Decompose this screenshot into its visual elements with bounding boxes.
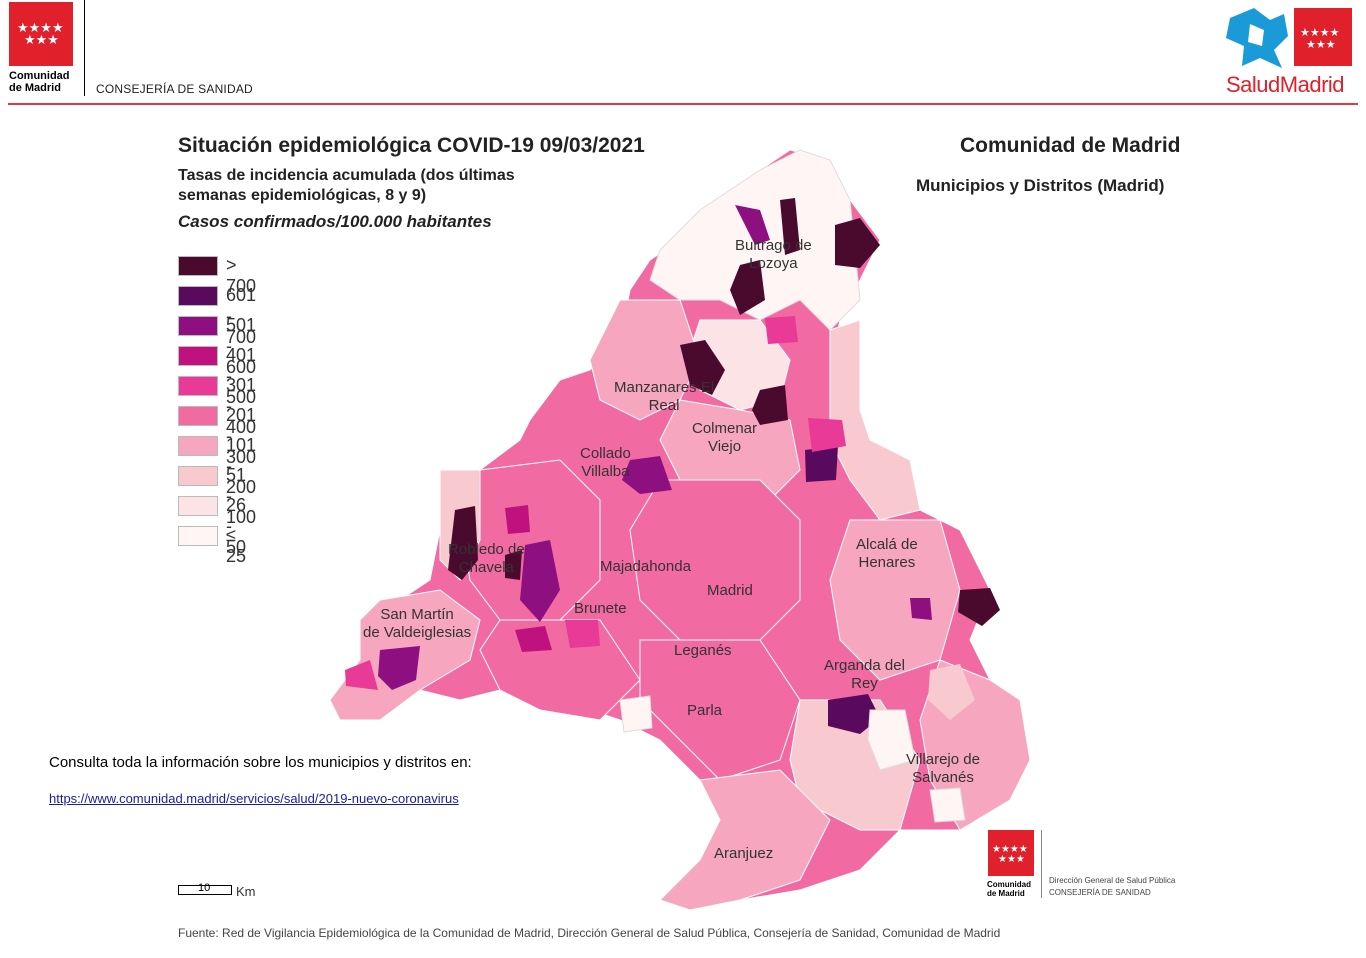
header-divider bbox=[84, 0, 85, 96]
legend-swatch bbox=[178, 406, 218, 426]
muni-purple bbox=[828, 694, 880, 734]
legend-swatch bbox=[178, 346, 218, 366]
place-label-majadahonda: Majadahonda bbox=[600, 558, 691, 575]
legend-swatch bbox=[178, 496, 218, 516]
svg-text:★★★★: ★★★★ bbox=[992, 844, 1028, 855]
department-label: CONSEJERÍA DE SANIDAD bbox=[96, 82, 253, 96]
muni-purple bbox=[805, 446, 838, 482]
muni-dark bbox=[958, 588, 1000, 626]
muni-violet bbox=[735, 205, 770, 245]
place-label-arganda: Arganda del Rey bbox=[824, 657, 905, 692]
legend-label: 201 - 300 bbox=[226, 405, 257, 467]
muni-white bbox=[619, 695, 653, 733]
legend-label: 101 - 200 bbox=[226, 435, 257, 497]
saludmadrid-emblem-icon: ★★★★ ★★★ bbox=[1226, 8, 1352, 68]
muni-pink bbox=[765, 316, 798, 344]
scale-unit: Km bbox=[236, 884, 256, 899]
footer-department: Dirección General de Salud Pública CONSE… bbox=[1049, 876, 1176, 897]
muni-dark bbox=[448, 506, 478, 580]
muni-light bbox=[928, 664, 975, 720]
legend-swatch bbox=[178, 466, 218, 486]
legend-label: 51 - 100 bbox=[226, 465, 257, 527]
legend-label: ≤ 25 bbox=[226, 525, 247, 566]
place-label-villarejo: Villarejo de Salvanés bbox=[906, 751, 980, 786]
source-note: Fuente: Red de Vigilancia Epidemiológica… bbox=[178, 926, 1001, 940]
saludmadrid-wordmark: SaludMadrid bbox=[1226, 72, 1345, 97]
muni-magenta bbox=[515, 626, 552, 652]
stars-icon: ★★★★ ★★★ bbox=[17, 21, 64, 48]
info-text: Consulta toda la información sobre los m… bbox=[49, 754, 472, 771]
svg-text:★★★★: ★★★★ bbox=[17, 21, 64, 36]
muni-magenta bbox=[505, 505, 530, 534]
zone-aranjuez bbox=[659, 769, 831, 911]
muni-dark bbox=[505, 550, 522, 580]
svg-text:★★★: ★★★ bbox=[1306, 38, 1336, 51]
place-label-madrid: Madrid bbox=[707, 582, 753, 599]
place-label-sanmartin: San Martín de Valdeiglesias bbox=[363, 606, 472, 641]
muni-dark bbox=[752, 385, 788, 425]
madrid-incidence-map bbox=[329, 149, 1031, 911]
muni-pink bbox=[345, 660, 378, 690]
place-label-colmenar: Colmenar Viejo bbox=[692, 420, 758, 455]
muni-dark bbox=[730, 260, 765, 315]
legend-label: 401 - 500 bbox=[226, 345, 257, 407]
map-subtitle: Tasas de incidencia acumulada (dos últim… bbox=[178, 167, 515, 204]
map-title: Situación epidemiológica COVID-19 09/03/… bbox=[178, 134, 645, 157]
org-name-line1: Comunidad bbox=[9, 70, 70, 82]
legend-swatch bbox=[178, 316, 218, 336]
place-label-collado: Collado Villalba bbox=[580, 445, 631, 480]
place-label-leganes: Leganés bbox=[674, 642, 732, 659]
scale-bar bbox=[178, 885, 232, 895]
place-label-manzanares: Manzanares El Real bbox=[614, 379, 715, 414]
org-name: Comunidad de Madrid bbox=[9, 70, 70, 94]
legend-label: 301 - 400 bbox=[226, 375, 257, 437]
legend-label: > 700 bbox=[226, 255, 257, 296]
svg-text:★★★: ★★★ bbox=[24, 33, 59, 48]
place-label-robledo: Robledo de Chavela bbox=[448, 541, 525, 576]
place-label-parla: Parla bbox=[687, 702, 723, 719]
header-rule bbox=[8, 103, 1358, 105]
map-units: Casos confirmados/100.000 habitantes bbox=[178, 212, 492, 231]
legend-label: 601 - 700 bbox=[226, 285, 257, 347]
muni-pink bbox=[808, 418, 846, 452]
muni-violet bbox=[910, 598, 932, 620]
muni-pink bbox=[565, 620, 600, 648]
zone-east-light bbox=[829, 319, 921, 521]
muni-dark bbox=[835, 218, 880, 268]
muni-white bbox=[867, 709, 916, 771]
place-label-buitrago: Buitrago de Lozoya bbox=[735, 237, 812, 272]
footer-comunidad-flag-logo: ★★★★ ★★★ bbox=[988, 830, 1034, 876]
muni-dark bbox=[680, 340, 725, 395]
legend-swatch bbox=[178, 526, 218, 546]
svg-text:★★★★: ★★★★ bbox=[1300, 26, 1340, 39]
region-title: Comunidad de Madrid bbox=[960, 134, 1181, 157]
place-label-alcala: Alcalá de Henares bbox=[856, 536, 918, 571]
legend-swatch bbox=[178, 436, 218, 456]
muni-violet bbox=[378, 646, 420, 690]
muni-violet bbox=[520, 540, 560, 622]
footer-org-name: Comunidad de Madrid bbox=[987, 880, 1031, 898]
coronavirus-info-link[interactable]: https://www.comunidad.madrid/servicios/s… bbox=[49, 791, 459, 806]
region-subtitle: Municipios y Distritos (Madrid) bbox=[916, 176, 1165, 195]
place-label-aranjuez: Aranjuez bbox=[714, 845, 774, 862]
comunidad-madrid-flag-logo: ★★★★ ★★★ bbox=[9, 2, 73, 66]
legend-label: 501 - 600 bbox=[226, 315, 257, 377]
zone-east bbox=[829, 519, 961, 681]
legend-swatch bbox=[178, 286, 218, 306]
footer-stars-icon: ★★★★ ★★★ bbox=[992, 844, 1028, 865]
muni-dark bbox=[780, 198, 800, 255]
muni-violet bbox=[622, 456, 672, 494]
scale-value: 10 bbox=[198, 882, 211, 894]
svg-text:★★★: ★★★ bbox=[998, 854, 1025, 865]
saludmadrid-logo: ★★★★ ★★★ bbox=[1224, 6, 1356, 102]
legend-label: 26 - 50 bbox=[226, 495, 247, 557]
place-label-brunete: Brunete bbox=[574, 600, 627, 617]
muni-white bbox=[929, 787, 966, 823]
org-name-line2: de Madrid bbox=[9, 82, 61, 94]
legend-swatch bbox=[178, 256, 218, 276]
legend-swatch bbox=[178, 376, 218, 396]
footer-divider bbox=[1041, 830, 1042, 898]
zone-sierra bbox=[589, 299, 701, 421]
